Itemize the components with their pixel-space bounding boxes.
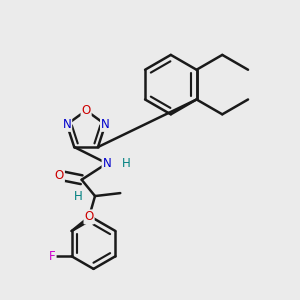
Text: N: N xyxy=(103,157,111,170)
Text: H: H xyxy=(122,157,130,170)
Text: N: N xyxy=(101,118,110,131)
Text: N: N xyxy=(62,118,71,131)
Text: F: F xyxy=(49,250,56,263)
Text: H: H xyxy=(74,190,82,202)
Text: O: O xyxy=(84,210,94,224)
Text: O: O xyxy=(55,169,64,182)
Text: O: O xyxy=(82,104,91,117)
